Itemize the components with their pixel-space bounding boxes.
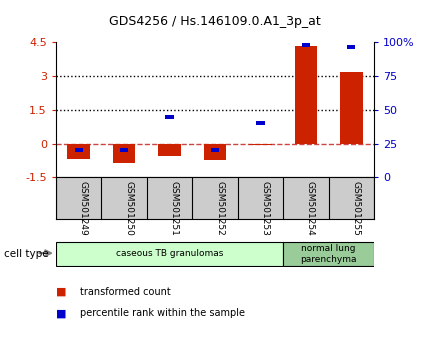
Text: ■: ■ — [56, 287, 66, 297]
Bar — [295, 46, 317, 144]
Bar — [340, 72, 363, 144]
Bar — [74, 148, 83, 152]
Bar — [249, 144, 272, 145]
Text: GSM501249: GSM501249 — [79, 181, 88, 235]
Text: GSM501255: GSM501255 — [351, 181, 360, 235]
Bar — [158, 144, 181, 156]
Bar — [120, 148, 128, 152]
Text: GSM501250: GSM501250 — [124, 181, 133, 235]
Bar — [166, 115, 174, 119]
Text: GSM501253: GSM501253 — [261, 181, 270, 235]
Text: ■: ■ — [56, 308, 66, 318]
FancyBboxPatch shape — [56, 242, 283, 266]
Text: percentile rank within the sample: percentile rank within the sample — [80, 308, 245, 318]
Text: transformed count: transformed count — [80, 287, 170, 297]
Text: GSM501252: GSM501252 — [215, 181, 224, 235]
Text: caseous TB granulomas: caseous TB granulomas — [116, 250, 223, 258]
Bar — [67, 144, 90, 159]
Bar — [302, 43, 310, 47]
Bar — [204, 144, 226, 160]
Bar — [347, 45, 356, 48]
FancyBboxPatch shape — [283, 242, 374, 266]
Text: GDS4256 / Hs.146109.0.A1_3p_at: GDS4256 / Hs.146109.0.A1_3p_at — [109, 15, 321, 28]
Bar — [211, 148, 219, 152]
Text: GSM501251: GSM501251 — [169, 181, 178, 235]
Bar — [256, 121, 264, 125]
Text: cell type: cell type — [4, 249, 49, 259]
Text: GSM501254: GSM501254 — [306, 181, 315, 235]
Bar — [113, 144, 135, 163]
Text: normal lung
parenchyma: normal lung parenchyma — [301, 244, 357, 264]
